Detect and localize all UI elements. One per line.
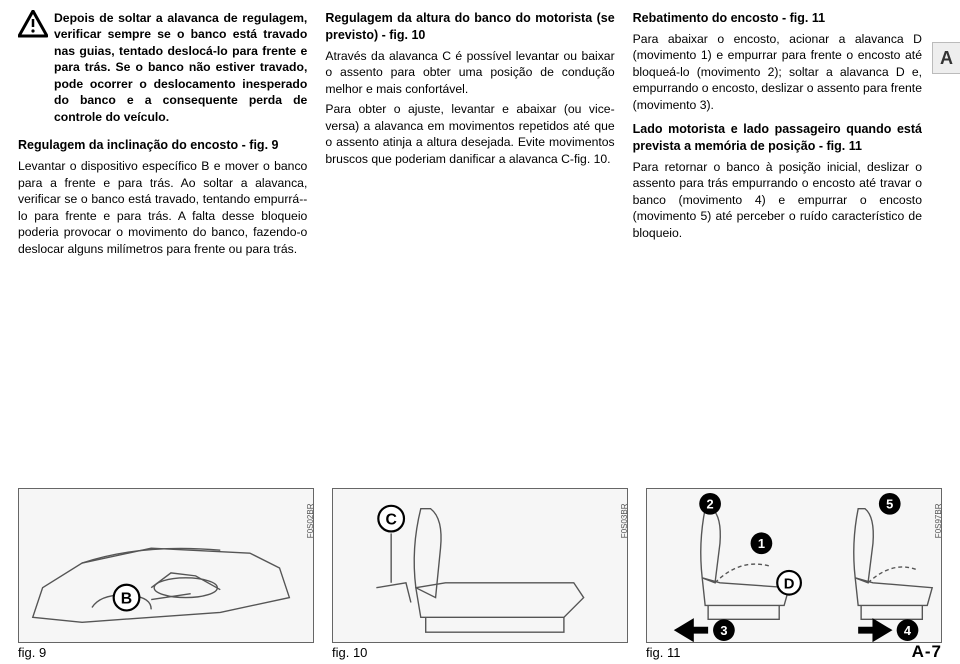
col3-heading-1: Rebatimento do encosto - fig. 11: [633, 10, 922, 27]
col2-paragraph-1: Através da alavanca C é possível levanta…: [325, 48, 614, 97]
col3-paragraph-1: Para abaixar o encosto, acionar a alavan…: [633, 31, 922, 113]
svg-text:C: C: [385, 512, 396, 529]
figure-10-image: F0S03BR C: [332, 488, 628, 643]
col3-paragraph-2: Para retornar o banco à posição inicial,…: [633, 159, 922, 241]
figure-11: F0S97BR: [646, 488, 942, 660]
figures-row: F0S02BR B fig. 9: [0, 488, 960, 664]
figure-11-ref: F0S97BR: [935, 504, 943, 539]
figure-9-image: F0S02BR B: [18, 488, 314, 643]
text-columns: Depois de soltar a alavanca de regulagem…: [0, 0, 960, 488]
col2-heading-1: Regulagem da altura do banco do motorist…: [325, 10, 614, 44]
col2-paragraph-2: Para obter o ajuste, levantar e abaixar …: [325, 101, 614, 167]
col1-heading-1: Regulagem da inclinação do encosto - fig…: [18, 137, 307, 154]
warning-icon: [18, 10, 48, 38]
figure-9-ref: F0S02BR: [307, 504, 315, 539]
svg-text:3: 3: [720, 623, 727, 638]
figure-10-caption: fig. 10: [332, 645, 367, 660]
figure-9-caption: fig. 9: [18, 645, 46, 660]
page-number: A-7: [912, 642, 942, 662]
col3-heading-2: Lado motorista e lado passageiro quando …: [633, 121, 922, 155]
svg-text:2: 2: [707, 497, 714, 512]
column-1: Depois de soltar a alavanca de regulagem…: [18, 10, 307, 488]
svg-text:5: 5: [886, 497, 893, 512]
figure-10-ref: F0S03BR: [621, 504, 629, 539]
column-3: Rebatimento do encosto - fig. 11 Para ab…: [633, 10, 942, 488]
section-tab: A: [932, 42, 960, 74]
figure-10: F0S03BR C fig. 10: [332, 488, 628, 660]
col1-paragraph-1: Levantar o dispositivo específico B e mo…: [18, 158, 307, 257]
svg-text:4: 4: [904, 623, 912, 638]
figure-9: F0S02BR B fig. 9: [18, 488, 314, 660]
svg-text:B: B: [121, 591, 132, 608]
svg-text:D: D: [784, 577, 795, 593]
figure-11-caption: fig. 11: [646, 645, 680, 660]
figure-11-image: F0S97BR: [646, 488, 942, 643]
svg-text:1: 1: [758, 536, 765, 551]
column-2: Regulagem da altura do banco do motorist…: [325, 10, 614, 488]
warning-box: Depois de soltar a alavanca de regulagem…: [18, 10, 307, 129]
warning-text: Depois de soltar a alavanca de regulagem…: [54, 10, 307, 125]
